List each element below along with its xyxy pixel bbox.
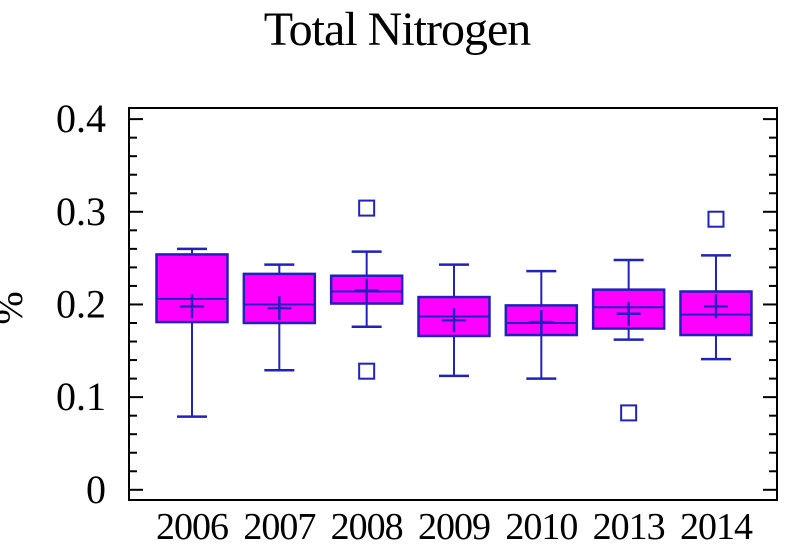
y-axis-label: % xyxy=(0,291,31,324)
outlier-marker xyxy=(620,404,638,422)
x-category-label: 2013 xyxy=(593,506,665,548)
y-tick-label: 0.1 xyxy=(56,374,106,419)
x-category-label: 2008 xyxy=(331,506,403,548)
y-tick-label: 0.3 xyxy=(56,189,106,234)
outlier-marker xyxy=(707,210,725,228)
chart-title: Total Nitrogen xyxy=(263,3,532,56)
y-tick-label: 0 xyxy=(86,467,106,512)
x-category-label: 2010 xyxy=(505,506,577,548)
outlier-marker xyxy=(358,199,376,217)
y-tick-label: 0.2 xyxy=(56,281,106,326)
y-tick-label: 0.4 xyxy=(56,96,106,141)
x-category-label: 2006 xyxy=(156,506,228,548)
x-category-label: 2007 xyxy=(243,506,315,548)
outlier-marker xyxy=(358,362,376,380)
x-category-label: 2009 xyxy=(418,506,490,548)
x-category-label: 2014 xyxy=(680,506,753,548)
